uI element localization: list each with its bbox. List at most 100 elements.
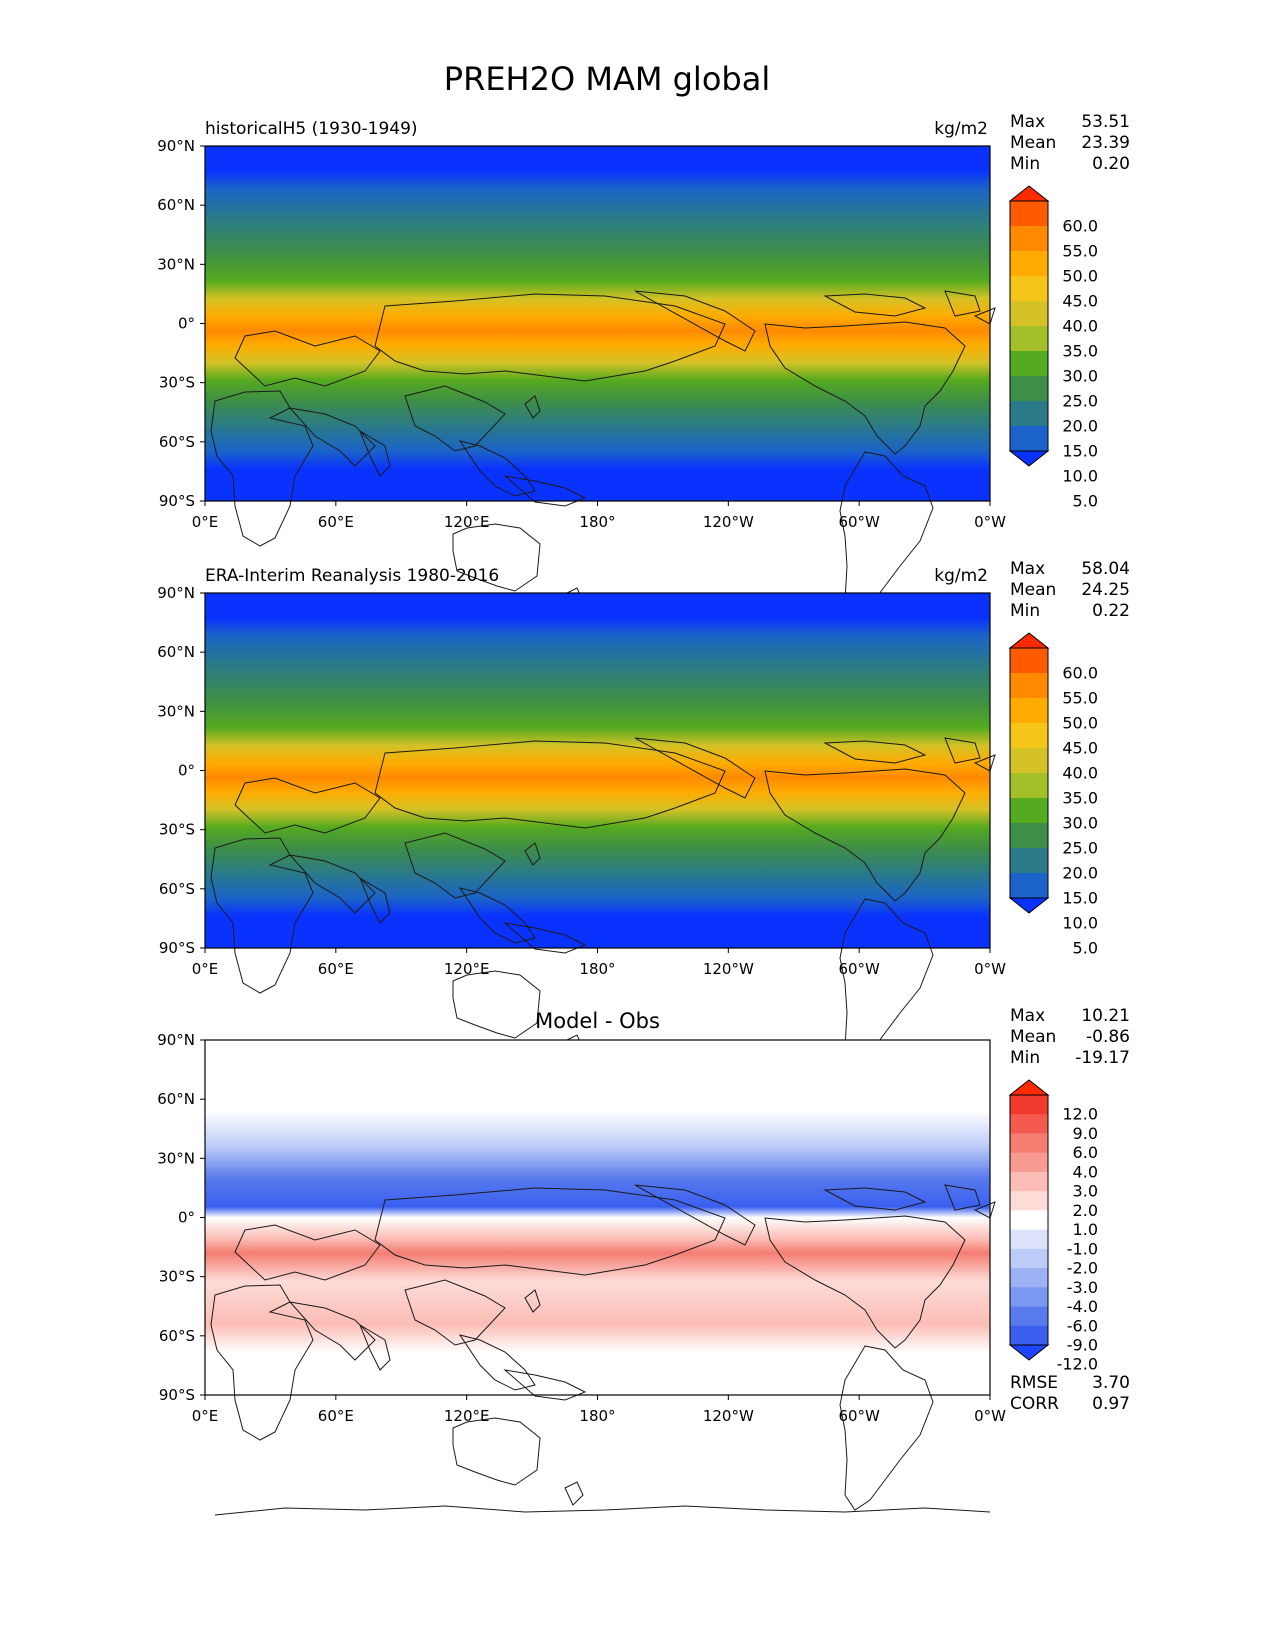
x-tick-label: 60°E bbox=[318, 960, 354, 978]
colorbar-segment bbox=[1010, 1095, 1048, 1115]
colorbar-label: 25.0 bbox=[1062, 839, 1098, 858]
x-tick-label: 120°E bbox=[444, 513, 490, 531]
colorbar-extend-max bbox=[1008, 1079, 1050, 1096]
colorbar-segment bbox=[1010, 326, 1048, 352]
colorbar-segment bbox=[1010, 1287, 1048, 1308]
colorbar-segment bbox=[1010, 1171, 1048, 1192]
colorbar-segment bbox=[1010, 226, 1048, 252]
x-tick-label: 120°W bbox=[703, 960, 754, 978]
colorbar-label: 10.0 bbox=[1062, 467, 1098, 486]
colorbar-segment bbox=[1010, 823, 1048, 849]
y-tick-label: 90°N bbox=[157, 137, 195, 155]
y-tick-label: 30°S bbox=[159, 1268, 195, 1286]
stat-value: 53.51 bbox=[1081, 112, 1130, 132]
x-tick-label: 60°W bbox=[838, 513, 880, 531]
colorbar-label: 1.0 bbox=[1073, 1220, 1098, 1239]
colorbar-label: 45.0 bbox=[1062, 739, 1098, 758]
y-tick-label: 90°S bbox=[159, 492, 195, 510]
panel-units: kg/m2 bbox=[934, 119, 988, 139]
colorbar-extend-min bbox=[1008, 897, 1050, 914]
colorbar-segment bbox=[1010, 1325, 1048, 1346]
colorbar-segment bbox=[1010, 1191, 1048, 1211]
y-tick-label: 30°N bbox=[157, 255, 195, 273]
y-tick-label: 90°N bbox=[157, 584, 195, 602]
colorbar-segment bbox=[1010, 251, 1048, 277]
colorbar-label: 30.0 bbox=[1062, 814, 1098, 833]
panel-model: 0°E 60°E 120°E 180° 120°W 60°W 0°W 90°N 60°N 30°N… bbox=[157, 112, 1130, 622]
y-tick-label: 0° bbox=[178, 1209, 195, 1227]
map-field bbox=[205, 593, 990, 948]
stat-label: Max bbox=[1010, 559, 1045, 579]
colorbar-segment bbox=[1010, 401, 1048, 427]
colorbar-segment bbox=[1010, 723, 1048, 749]
colorbar-segment bbox=[1010, 1306, 1048, 1327]
y-tick-label: 60°S bbox=[159, 433, 195, 451]
colorbar-label: -9.0 bbox=[1067, 1336, 1098, 1355]
colorbar-extend-max bbox=[1008, 632, 1050, 649]
y-tick-label: 90°S bbox=[159, 1386, 195, 1404]
colorbar-label: 55.0 bbox=[1062, 689, 1098, 708]
x-tick-label: 0°W bbox=[974, 960, 1006, 978]
colorbar-label: 40.0 bbox=[1062, 317, 1098, 336]
x-tick-label: 60°W bbox=[838, 960, 880, 978]
colorbar-label: 60.0 bbox=[1062, 217, 1098, 236]
x-tick-label: 120°E bbox=[444, 1407, 490, 1425]
colorbar-label: 45.0 bbox=[1062, 292, 1098, 311]
stat-label: Max bbox=[1010, 1006, 1045, 1026]
panel-diff: 0°E 60°E 120°E 180° 120°W 60°W 0°W 90°N 60°N 30°N… bbox=[157, 1006, 1130, 1516]
x-tick-label: 0°E bbox=[192, 960, 219, 978]
stat-value: 58.04 bbox=[1081, 559, 1130, 579]
colorbar-segment bbox=[1010, 848, 1048, 874]
colorbar-label: 4.0 bbox=[1073, 1162, 1098, 1181]
colorbar-label: 50.0 bbox=[1062, 267, 1098, 286]
colorbar-label: 12.0 bbox=[1062, 1105, 1098, 1124]
colorbar-segment bbox=[1010, 698, 1048, 724]
x-tick-label: 180° bbox=[579, 1407, 615, 1425]
x-tick-label: 60°E bbox=[318, 513, 354, 531]
colorbar-label: 9.0 bbox=[1073, 1124, 1098, 1143]
colorbar-label: -4.0 bbox=[1067, 1297, 1098, 1316]
stat-value: 24.25 bbox=[1081, 580, 1130, 600]
colorbar-label: -3.0 bbox=[1067, 1278, 1098, 1297]
colorbar-segment bbox=[1010, 1210, 1048, 1231]
colorbar-extend-max bbox=[1008, 185, 1050, 202]
colorbar-segment bbox=[1010, 648, 1048, 674]
x-tick-label: 120°W bbox=[703, 513, 754, 531]
y-tick-label: 60°N bbox=[157, 196, 195, 214]
colorbar-segment bbox=[1010, 351, 1048, 377]
stat-value: 3.70 bbox=[1092, 1373, 1130, 1393]
x-tick-label: 180° bbox=[579, 960, 615, 978]
x-tick-label: 60°W bbox=[838, 1407, 880, 1425]
colorbar-segment bbox=[1010, 1229, 1048, 1250]
panel-obs: 0°E 60°E 120°E 180° 120°W 60°W 0°W 90°N 60°N 30°N… bbox=[157, 559, 1130, 1069]
colorbar-segment bbox=[1010, 1152, 1048, 1173]
y-tick-label: 60°S bbox=[159, 880, 195, 898]
y-tick-label: 30°S bbox=[159, 821, 195, 839]
map-panels: 0°E 60°E 120°E 180° 120°W 60°W 0°W 90°N 60°N 30°N… bbox=[157, 112, 1130, 1516]
colorbar: 12.09.06.04.03.02.01.0-1.0-2.0-3.0-4.0-6… bbox=[1008, 1079, 1098, 1374]
colorbar-label: 50.0 bbox=[1062, 714, 1098, 733]
colorbar-label: 20.0 bbox=[1062, 864, 1098, 883]
stat-label: Mean bbox=[1010, 1027, 1056, 1047]
colorbar-segment bbox=[1010, 748, 1048, 774]
colorbar: 60.0 55.0 50.0 45.0 40.0 35.0 30.0 25.0 20.0 15.0… bbox=[1008, 185, 1098, 511]
stat-label: Min bbox=[1010, 154, 1040, 174]
stat-label: Max bbox=[1010, 112, 1045, 132]
colorbar-label: 10.0 bbox=[1062, 914, 1098, 933]
panel-title: Model - Obs bbox=[535, 1009, 660, 1033]
colorbar-frame bbox=[1009, 647, 1049, 899]
stat-value: -0.86 bbox=[1086, 1027, 1130, 1047]
colorbar-label: 15.0 bbox=[1062, 442, 1098, 461]
stat-value: 0.20 bbox=[1092, 154, 1130, 174]
stat-label: Min bbox=[1010, 1048, 1040, 1068]
y-tick-label: 0° bbox=[178, 315, 195, 333]
colorbar-label: 2.0 bbox=[1073, 1201, 1098, 1220]
colorbar-frame bbox=[1009, 200, 1049, 452]
x-tick-label: 120°W bbox=[703, 1407, 754, 1425]
colorbar-segment bbox=[1010, 376, 1048, 402]
colorbar-segment bbox=[1010, 873, 1048, 899]
colorbar: 60.0 55.0 50.0 45.0 40.0 35.0 30.0 25.0 20.0 15.0… bbox=[1008, 632, 1098, 958]
stat-label: Mean bbox=[1010, 133, 1056, 153]
colorbar-segment bbox=[1010, 1268, 1048, 1288]
